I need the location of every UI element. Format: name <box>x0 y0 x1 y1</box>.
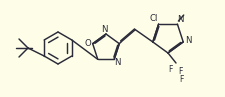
Text: F: F <box>167 65 171 74</box>
Text: Cl: Cl <box>149 14 157 23</box>
Text: O: O <box>84 39 91 48</box>
Text: N: N <box>176 15 183 24</box>
Text: N: N <box>184 36 191 45</box>
Text: F: F <box>177 67 181 75</box>
Text: N: N <box>100 26 107 35</box>
Text: F: F <box>178 74 182 84</box>
Text: N: N <box>113 58 120 67</box>
